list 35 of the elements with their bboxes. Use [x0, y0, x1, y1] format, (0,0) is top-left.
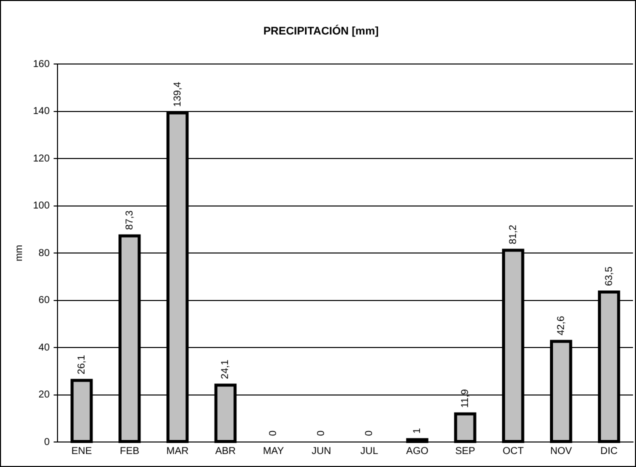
y-tick-label: 120	[32, 153, 50, 164]
data-label: 87,3	[124, 210, 136, 230]
data-label: 42,6	[556, 316, 567, 336]
y-axis-title: mm	[14, 244, 25, 262]
data-label: 63,5	[604, 266, 615, 286]
data-label: 0	[316, 430, 328, 436]
x-tick-label: OCT	[502, 446, 524, 457]
x-tick-label: DIC	[600, 446, 618, 457]
y-tick-label: 0	[44, 436, 50, 448]
data-label: 139,4	[172, 81, 184, 107]
x-tick-label: AGO	[406, 446, 429, 457]
x-tick-label: MAR	[166, 446, 189, 457]
x-tick-label: JUL	[360, 446, 379, 457]
x-tick-label: FEB	[120, 446, 140, 457]
y-tick-label: 40	[38, 342, 50, 354]
y-tick-label: 100	[32, 200, 50, 212]
y-tick-label: 80	[38, 248, 50, 259]
data-label: 0	[268, 430, 280, 436]
y-tick-label: 60	[38, 295, 50, 306]
data-label: 1	[412, 428, 424, 434]
data-label: 24,1	[220, 359, 232, 380]
x-tick-label: SEP	[455, 446, 476, 457]
y-tick-label: 20	[38, 390, 50, 401]
y-tick-label: 160	[32, 58, 50, 70]
chart-title: PRECIPITACIÓN [mm]	[263, 24, 379, 38]
data-label: 26,1	[76, 354, 88, 374]
y-tick-label: 140	[32, 106, 50, 118]
x-tick-label: ENE	[71, 446, 92, 457]
x-tick-label: NOV	[550, 446, 572, 457]
x-tick-label: MAY	[262, 446, 284, 457]
x-tick-label: ABR	[215, 446, 236, 457]
x-tick-label: JUN	[312, 446, 332, 457]
data-label: 81,2	[508, 224, 519, 244]
data-label: 11,9	[460, 388, 471, 408]
data-label: 0	[364, 430, 376, 436]
